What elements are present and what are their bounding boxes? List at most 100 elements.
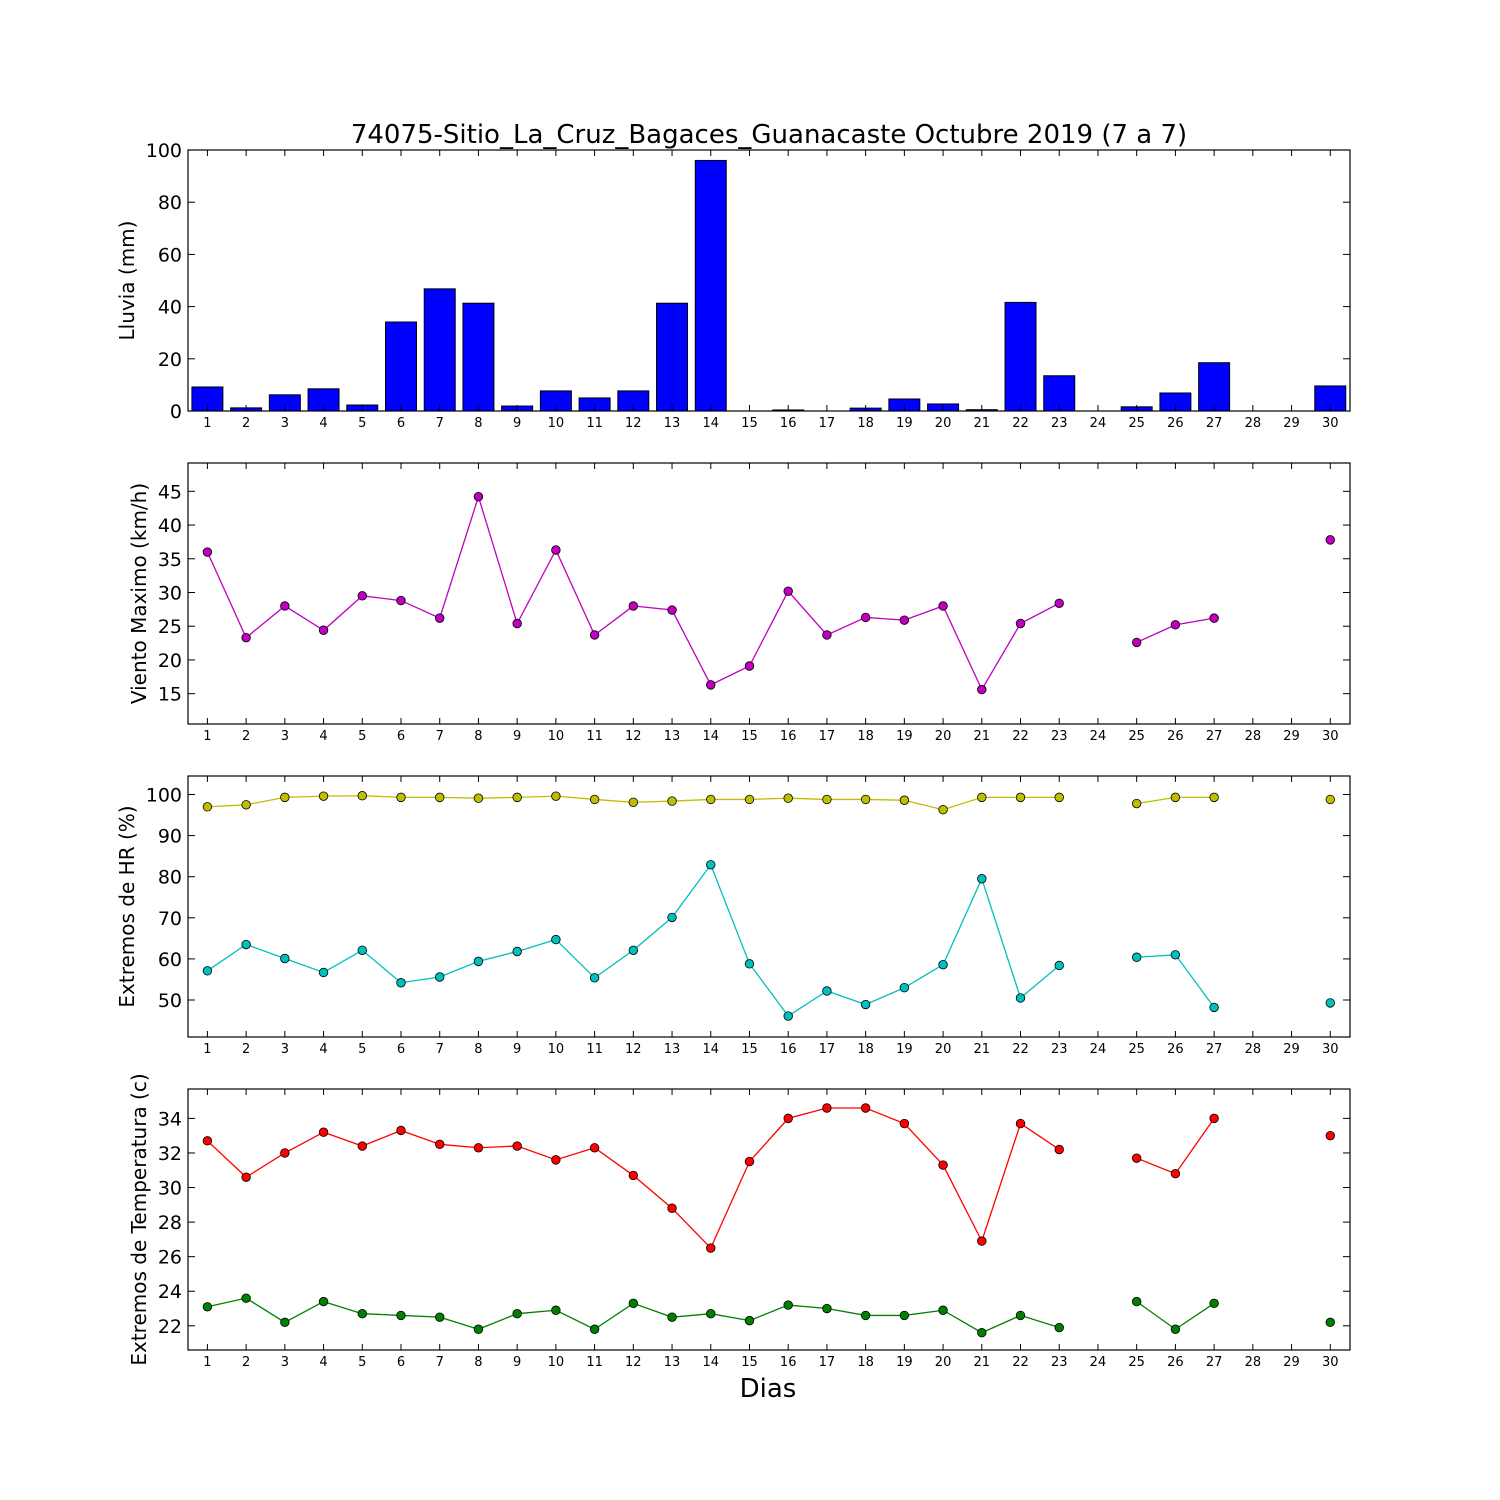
temp_max-point-day-19 xyxy=(899,1118,910,1129)
y-tick-label: 26 xyxy=(158,1247,182,1269)
wind-point-day-30 xyxy=(1325,535,1335,545)
hr_min-point-day-6 xyxy=(396,978,406,988)
wind-point-day-3 xyxy=(280,601,290,611)
x-tick-label: 5 xyxy=(358,1042,366,1057)
x-tick-label: 25 xyxy=(1128,1042,1145,1057)
x-tick-label: 21 xyxy=(974,416,991,431)
rain-bar-day-6 xyxy=(385,321,417,412)
x-tick-label: 9 xyxy=(513,416,521,431)
x-tick-label: 7 xyxy=(436,1042,444,1057)
hr_max-point-day-25 xyxy=(1131,798,1142,809)
x-tick-label: 17 xyxy=(819,1042,836,1057)
temp_min-point-day-13 xyxy=(667,1312,677,1322)
x-tick-label: 30 xyxy=(1322,1042,1339,1057)
x-tick-label: 11 xyxy=(586,416,603,431)
temp_max-point-day-2 xyxy=(241,1172,251,1182)
x-tick-label: 21 xyxy=(974,1042,991,1057)
x-tick-label: 26 xyxy=(1167,729,1184,744)
temp_min-point-day-7 xyxy=(435,1312,445,1322)
axes-frame xyxy=(187,149,1351,412)
y-tick-label: 25 xyxy=(158,616,182,638)
y-tick-label: 20 xyxy=(158,650,182,672)
x-tick-label: 12 xyxy=(625,1042,642,1057)
x-tick-label: 18 xyxy=(857,729,874,744)
x-tick-label: 8 xyxy=(474,729,482,744)
x-tick-label: 23 xyxy=(1051,729,1068,744)
hr_min-point-day-21 xyxy=(977,874,987,884)
hr_max-point-day-11 xyxy=(589,794,600,805)
x-tick-label: 8 xyxy=(474,1042,482,1057)
temp_min-point-day-27 xyxy=(1209,1298,1219,1309)
wind-point-day-22 xyxy=(1015,618,1026,629)
figure-title: 74075-Sitio_La_Cruz_Bagaces_Guanacaste O… xyxy=(351,120,1187,150)
wind-point-day-21 xyxy=(977,684,987,695)
x-tick-label: 14 xyxy=(702,416,719,431)
temp_min-point-day-14 xyxy=(706,1308,716,1319)
hr_min-point-day-15 xyxy=(744,959,755,969)
x-tick-label: 25 xyxy=(1128,1355,1145,1370)
y-tick-label: 30 xyxy=(158,1178,182,1200)
x-tick-label: 29 xyxy=(1283,729,1300,744)
x-tick-label: 28 xyxy=(1245,1042,1262,1057)
temp_min-point-day-26 xyxy=(1170,1324,1181,1334)
x-tick-label: 22 xyxy=(1012,729,1029,744)
temp_max-point-day-15 xyxy=(744,1156,755,1167)
hr_min-point-day-30 xyxy=(1325,998,1335,1008)
wind-line-segment-0 xyxy=(206,494,1060,692)
wind-point-day-13 xyxy=(667,605,677,615)
x-tick-label: 28 xyxy=(1245,1355,1262,1370)
axes-frame xyxy=(187,775,1351,1038)
x-tick-label: 24 xyxy=(1090,416,1107,431)
x-tick-label: 15 xyxy=(741,729,758,744)
x-tick-label: 26 xyxy=(1167,416,1184,431)
temp_min-point-day-8 xyxy=(473,1324,484,1334)
temp_max-point-day-13 xyxy=(667,1203,677,1213)
x-tick-label: 3 xyxy=(281,1355,289,1370)
hr_min-point-day-18 xyxy=(860,999,871,1010)
x-tick-label: 1 xyxy=(203,1042,211,1057)
x-tick-label: 24 xyxy=(1090,1042,1107,1057)
wind-point-day-5 xyxy=(357,591,367,601)
x-tick-label: 7 xyxy=(436,729,444,744)
x-tick-label: 2 xyxy=(242,416,250,431)
temp_min-point-day-10 xyxy=(551,1305,561,1315)
x-tick-label: 13 xyxy=(664,416,681,431)
y-tick-label: 35 xyxy=(158,549,182,571)
x-tick-label: 14 xyxy=(702,729,719,744)
hr_min-point-day-12 xyxy=(628,945,639,955)
temp_max-point-day-27 xyxy=(1209,1113,1219,1124)
wind-point-day-4 xyxy=(318,625,329,635)
hr_max-point-day-10 xyxy=(551,791,561,801)
x-tick-label: 9 xyxy=(513,1042,521,1057)
x-tick-label: 27 xyxy=(1206,1042,1223,1057)
x-tick-label: 10 xyxy=(548,416,565,431)
x-tick-label: 17 xyxy=(819,416,836,431)
rain-bar-day-27 xyxy=(1198,362,1231,412)
x-tick-label: 14 xyxy=(702,1355,719,1370)
temp_min-point-day-4 xyxy=(318,1296,329,1307)
rain-bar-day-7 xyxy=(423,288,456,412)
temp_min-point-day-21 xyxy=(977,1328,987,1338)
temp_max-point-day-18 xyxy=(860,1103,871,1113)
axes-frame xyxy=(187,1088,1351,1351)
x-tick-label: 22 xyxy=(1012,1355,1029,1370)
x-tick-label: 17 xyxy=(819,1355,836,1370)
hr_min-point-day-8 xyxy=(473,956,484,967)
hr_max-point-day-14 xyxy=(706,794,716,805)
x-tick-label: 1 xyxy=(203,1355,211,1370)
temp_min-point-day-25 xyxy=(1131,1296,1142,1307)
wind-point-day-10 xyxy=(551,545,561,555)
hr_min-point-day-25 xyxy=(1131,952,1142,962)
hr_max-point-day-20 xyxy=(938,805,948,815)
hr_min-point-day-19 xyxy=(899,982,910,993)
temp_max-point-day-22 xyxy=(1015,1118,1026,1129)
x-tick-label: 3 xyxy=(281,416,289,431)
temp_max-point-day-21 xyxy=(977,1236,987,1246)
wind-point-day-6 xyxy=(396,595,406,606)
x-tick-label: 23 xyxy=(1051,1042,1068,1057)
wind-point-day-27 xyxy=(1209,613,1219,623)
x-tick-label: 13 xyxy=(664,1355,681,1370)
x-tick-label: 8 xyxy=(474,416,482,431)
temp_max-point-day-16 xyxy=(783,1113,793,1124)
